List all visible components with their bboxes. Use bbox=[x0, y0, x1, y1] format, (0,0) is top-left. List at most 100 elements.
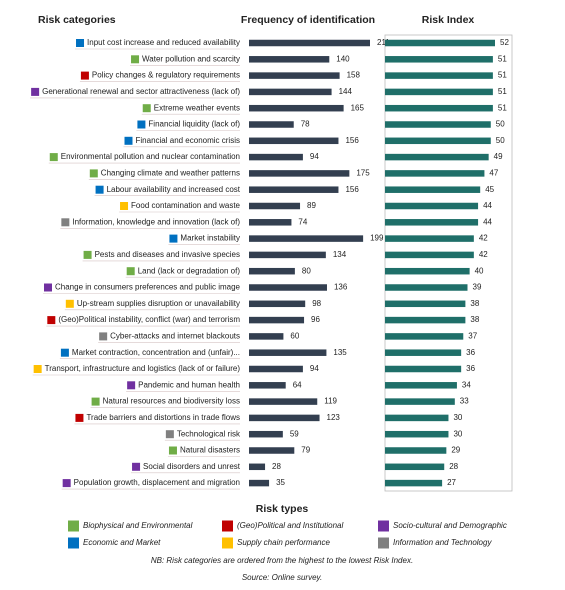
bar bbox=[385, 104, 493, 112]
legend-label: Supply chain performance bbox=[237, 538, 330, 547]
bar bbox=[249, 186, 339, 193]
category-label: Pandemic and human health bbox=[138, 380, 240, 389]
bar bbox=[249, 316, 305, 324]
bar bbox=[249, 414, 320, 422]
value-label: 123 bbox=[327, 413, 341, 422]
value-label: 94 bbox=[310, 152, 319, 161]
category-label: Up-stream supplies disruption or unavail… bbox=[77, 299, 240, 308]
bar bbox=[385, 137, 491, 145]
bar bbox=[249, 39, 370, 47]
type-marker bbox=[124, 136, 133, 145]
value-label: 29 bbox=[451, 446, 460, 455]
bar bbox=[385, 186, 481, 193]
value-label: 140 bbox=[336, 54, 350, 63]
category-header: Risk categories bbox=[38, 14, 116, 26]
value-label: 80 bbox=[302, 266, 311, 275]
category-label: Change in consumers preferences and publ… bbox=[55, 283, 241, 292]
value-label: 51 bbox=[498, 71, 507, 80]
bar bbox=[249, 479, 270, 487]
bar bbox=[249, 104, 344, 112]
value-label: 30 bbox=[453, 429, 462, 438]
value-label: 98 bbox=[312, 299, 321, 308]
bar bbox=[249, 121, 294, 128]
bar bbox=[385, 202, 479, 210]
panel-title: Frequency of identification bbox=[241, 14, 375, 26]
category-label: Market contraction, concentration and (u… bbox=[72, 348, 240, 357]
value-label: 79 bbox=[301, 446, 310, 455]
bar bbox=[249, 251, 326, 259]
bar bbox=[249, 300, 306, 308]
legend-title: Risk types bbox=[256, 503, 309, 515]
type-marker bbox=[132, 462, 141, 471]
value-label: 60 bbox=[290, 332, 299, 341]
type-marker bbox=[137, 120, 146, 129]
value-label: 51 bbox=[498, 54, 507, 63]
panel-title: Risk Index bbox=[422, 14, 475, 26]
legend-swatch bbox=[222, 537, 233, 549]
value-label: 36 bbox=[466, 364, 475, 373]
value-label: 94 bbox=[310, 364, 319, 373]
category-label: Input cost increase and reduced availabi… bbox=[87, 38, 240, 47]
value-label: 27 bbox=[447, 478, 456, 487]
bar bbox=[249, 430, 283, 438]
type-marker bbox=[168, 446, 177, 455]
bar bbox=[385, 267, 470, 275]
value-label: 28 bbox=[272, 462, 281, 471]
legend-swatch bbox=[68, 537, 79, 549]
value-label: 36 bbox=[466, 348, 475, 357]
legend-label: Socio-cultural and Demographic bbox=[393, 521, 507, 530]
value-label: 42 bbox=[479, 250, 488, 259]
bar bbox=[249, 202, 301, 210]
category-label: Natural disasters bbox=[180, 446, 240, 455]
category-label: Policy changes & regulatory requirements bbox=[92, 71, 240, 80]
type-marker bbox=[142, 104, 151, 113]
value-label: 40 bbox=[475, 266, 484, 275]
type-marker bbox=[169, 234, 178, 243]
type-marker bbox=[80, 71, 89, 80]
bar bbox=[385, 447, 447, 454]
legend-label: (Geo)Political and Institutional bbox=[237, 521, 344, 530]
value-label: 50 bbox=[496, 136, 505, 145]
value-label: 51 bbox=[498, 103, 507, 112]
legend-swatch bbox=[378, 537, 389, 549]
type-marker bbox=[33, 365, 42, 373]
type-marker bbox=[44, 283, 52, 292]
value-label: 34 bbox=[462, 380, 471, 389]
value-label: 44 bbox=[483, 201, 492, 210]
category-label: Population growth, displacement and migr… bbox=[74, 478, 240, 487]
type-marker bbox=[75, 413, 84, 422]
category-label: Labour availability and increased cost bbox=[107, 185, 241, 194]
category-label: Food contamination and waste bbox=[131, 201, 241, 210]
value-label: 44 bbox=[483, 217, 492, 226]
value-label: 199 bbox=[370, 234, 384, 243]
bar bbox=[385, 365, 462, 373]
type-marker bbox=[131, 55, 140, 64]
legend-swatch bbox=[68, 520, 79, 532]
type-marker bbox=[49, 153, 58, 162]
bar bbox=[249, 349, 327, 356]
bar bbox=[249, 447, 295, 454]
category-label: (Geo)Political instability, conflict (wa… bbox=[58, 315, 240, 324]
bar bbox=[385, 219, 479, 226]
value-label: 136 bbox=[334, 283, 348, 292]
value-label: 38 bbox=[470, 299, 479, 308]
category-label: Extreme weather events bbox=[154, 103, 240, 112]
category-label: Transport, infrastructure and logistics … bbox=[45, 364, 241, 373]
bar bbox=[385, 88, 493, 96]
value-label: 175 bbox=[356, 169, 370, 178]
value-label: 119 bbox=[324, 397, 337, 406]
bar bbox=[249, 72, 340, 79]
bar bbox=[385, 39, 495, 47]
value-label: 51 bbox=[498, 87, 507, 96]
bar bbox=[385, 153, 489, 161]
bar bbox=[249, 398, 318, 405]
bar bbox=[385, 333, 464, 340]
value-label: 211 bbox=[377, 38, 390, 47]
type-marker bbox=[31, 87, 40, 96]
value-label: 74 bbox=[298, 217, 307, 226]
value-label: 135 bbox=[333, 348, 347, 357]
category-label: Generational renewal and sector attracti… bbox=[42, 87, 240, 96]
bar bbox=[385, 251, 474, 259]
bar bbox=[249, 170, 350, 177]
bar bbox=[385, 235, 474, 242]
